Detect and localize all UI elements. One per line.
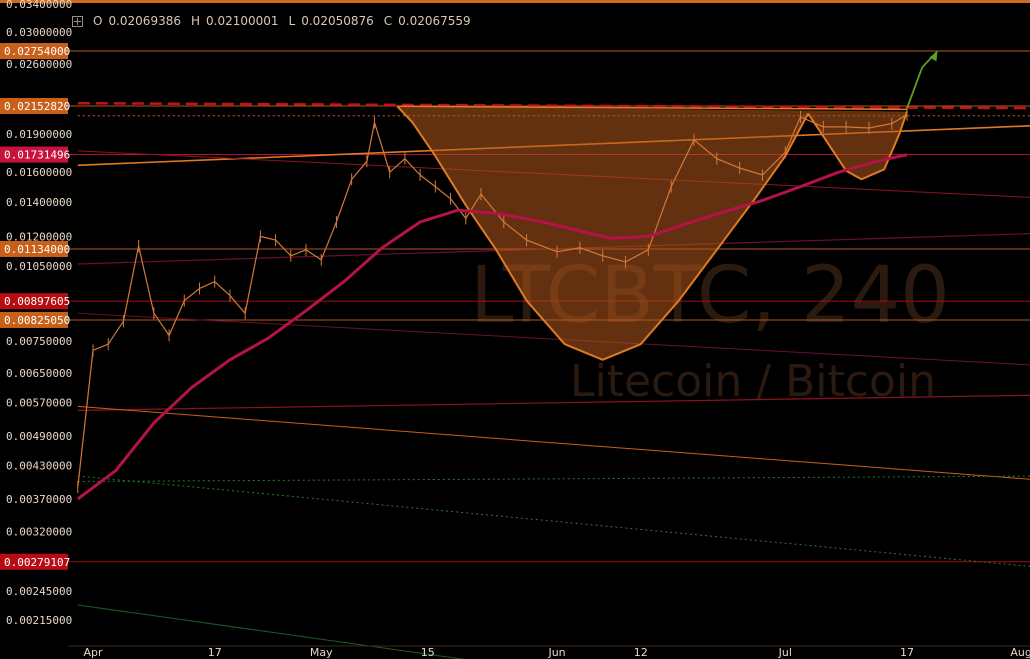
price-tick-label: 0.00750000 [6, 335, 72, 348]
open-value: 0.02069386 [108, 14, 181, 28]
price-level-label: 0.02754000 [4, 45, 70, 58]
trendline [77, 475, 1030, 567]
cup-outline [396, 105, 809, 361]
high-key: H [190, 14, 201, 28]
price-tick-label: 0.02600000 [6, 58, 72, 71]
open-key: O [93, 14, 103, 28]
trendline [77, 101, 1030, 110]
handle-fill [808, 111, 907, 180]
time-tick-label: Jun [547, 646, 565, 659]
time-tick-label: Jul [778, 646, 792, 659]
time-tick-label: May [310, 646, 333, 659]
close-key: C [383, 14, 393, 28]
price-level-label: 0.00825050 [4, 314, 70, 327]
price-tick-label: 0.00370000 [6, 493, 72, 506]
price-level-label: 0.02152820 [4, 100, 70, 113]
price-tick-label: 0.00570000 [6, 396, 72, 409]
price-level-label: 0.01134000 [4, 243, 70, 256]
top-border [0, 0, 1030, 3]
trendline [77, 405, 1030, 480]
price-level-badge [0, 43, 68, 60]
price-tick-label: 0.01200000 [6, 230, 72, 243]
price-level-badge [0, 240, 68, 257]
breakout-target [906, 50, 939, 109]
price-level-badge [0, 311, 68, 328]
target-arrowhead [929, 51, 938, 62]
high-value: 0.02100001 [206, 14, 279, 28]
time-tick-label: 12 [634, 646, 648, 659]
cup-and-handle-pattern [396, 105, 908, 361]
price-level-badge [0, 146, 68, 163]
time-tick-label: 17 [208, 646, 222, 659]
time-tick-label: 15 [421, 646, 435, 659]
trendline [77, 475, 1030, 482]
low-key: L [288, 14, 296, 28]
price-level-label: 0.00279107 [4, 556, 70, 569]
price-level-badge [0, 553, 68, 570]
price-tick-label: 0.00320000 [6, 525, 72, 538]
close-value: 0.02067559 [398, 14, 471, 28]
price-level-badge [0, 293, 68, 310]
ma-line [76, 153, 908, 501]
ohlc-legend: O 0.02069386 H 0.02100001 L 0.02050876 C… [72, 12, 471, 30]
price-tick-label: 0.00430000 [6, 459, 72, 472]
price-tick-label: 0.01050000 [6, 260, 72, 273]
price-level-badge [0, 97, 68, 114]
price-level-label: 0.00897605 [4, 295, 70, 308]
price-series [77, 108, 908, 494]
trendline [77, 604, 466, 659]
low-value: 0.02050876 [301, 14, 374, 28]
price-tick-label: 0.01600000 [6, 166, 72, 179]
crosshair-icon[interactable] [72, 15, 83, 27]
price-axis[interactable]: 0.03400000 0.03000000 0.02600000 0.01900000… [0, 0, 72, 627]
time-axis[interactable]: Apr 17 May 15 Jun 12 Jul 17 Aug [68, 645, 1030, 659]
moving-average [76, 153, 908, 501]
price-tick-label: 0.00490000 [6, 430, 72, 443]
price-tick-label: 0.03400000 [6, 0, 72, 11]
trendline [77, 394, 1030, 411]
price-tick-label: 0.00215000 [6, 614, 72, 627]
cup-rim [397, 105, 908, 111]
price-tick-label: 0.00650000 [6, 367, 72, 380]
time-tick-label: Apr [83, 646, 103, 659]
price-tick-label: 0.01400000 [6, 196, 72, 209]
price-tick-label: 0.03000000 [6, 26, 72, 39]
price-tick-label: 0.01900000 [6, 128, 72, 141]
handle-outline [807, 111, 908, 181]
price-level-label: 0.01731496 [4, 149, 70, 162]
watermark-name: Litecoin / Bitcoin [570, 356, 936, 407]
time-tick-label: Aug [1010, 646, 1030, 659]
price-tick-label: 0.00245000 [6, 585, 72, 598]
time-tick-label: 17 [900, 646, 914, 659]
